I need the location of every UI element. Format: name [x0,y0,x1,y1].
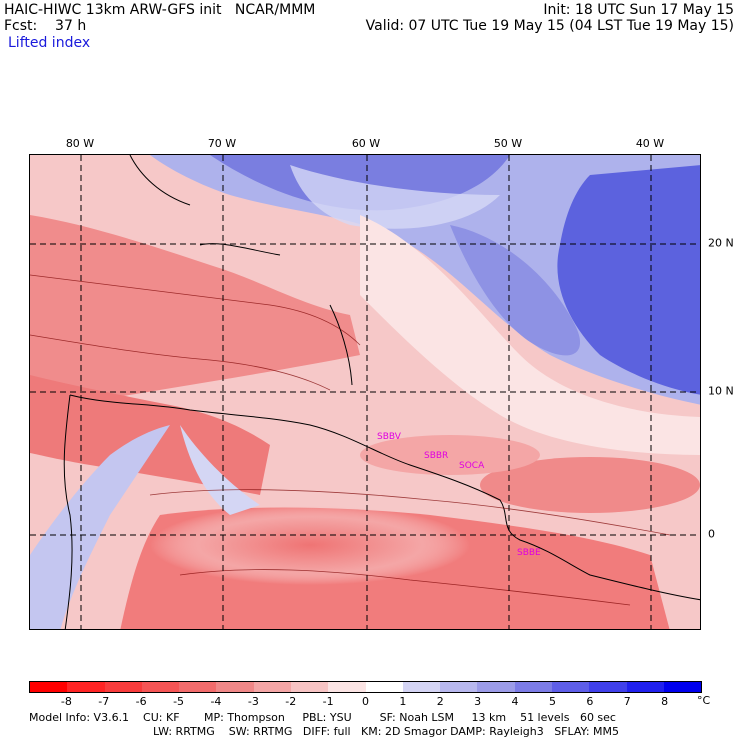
coast-cuba [129,155,191,206]
contour-line [149,489,671,536]
colorbar-tick-label: 5 [548,695,556,708]
colorbar-swatch [328,682,366,692]
colorbar-tick-label: -6 [135,695,147,708]
colorbar-tick-label: 8 [661,695,669,708]
colorbar-tick-label: 7 [623,695,631,708]
lon-label-50w: 50 W [493,137,523,150]
colorbar-swatch [30,682,68,692]
neutral-swirl [290,165,500,229]
stable-band [450,225,581,356]
colorbar-swatch [551,682,590,692]
colorbar-swatch [440,682,478,692]
station-label: SBBE [517,548,541,558]
colorbar-tick-label: -4 [210,695,222,708]
coast-hispaniola [199,243,281,256]
station-label: SBBV [377,432,401,442]
colorbar-tick-label: -8 [60,695,72,708]
forecast-hour: Fcst: 37 h [4,18,87,34]
graticule [30,155,700,629]
colorbar-swatch [290,682,329,692]
colorbar-swatch [179,682,217,692]
lon-label-40w: 40 W [635,137,665,150]
colorbar-swatch [514,682,552,692]
field-name: Lifted index [8,35,91,51]
contour-line [30,274,361,346]
colorbar-swatch [67,682,105,692]
colorbar-swatch [626,682,664,692]
station-label: SBBR [424,451,449,461]
unstable-caribbean [30,215,360,410]
map-canvas [30,155,700,629]
colorbar-tick-label: -3 [247,695,259,708]
contour-line [30,334,331,391]
contour-line [179,569,631,606]
colorbar-swatch [216,682,254,692]
valid-time: Valid: 07 UTC Tue 19 May 15 (04 LST Tue … [365,18,734,34]
lat-label-20n: 20 N [708,236,734,250]
colorbar-swatch [141,682,180,692]
colorbar-tick-label: -2 [285,695,297,708]
colorbar-tick-label: -5 [173,695,185,708]
model-info-line1: Model Info: V3.6.1 CU: KF MP: Thompson P… [29,711,616,724]
model-info-line2: LW: RRTMG SW: RRTMG DIFF: full KM: 2D Sm… [153,725,619,738]
colorbar-swatch [104,682,142,692]
unstable-core-amazon [150,505,470,585]
colorbar-tick-label: 0 [362,695,369,708]
coast-south-america [69,394,700,601]
colorbar-swatch [663,682,702,692]
lon-label-60w: 60 W [351,137,381,150]
contours [30,274,671,606]
coast-antilles [329,304,353,386]
lat-label-0: 0 [708,527,715,541]
lifted-index-map [29,154,701,630]
lat-label-10n: 10 N [708,384,734,398]
colorbar-tick-label: -7 [98,695,110,708]
colorbar-swatch [253,682,291,692]
transition-band [360,215,700,455]
map-title: HAIC-HIWC 13km ARW-GFS init NCAR/MMM [4,2,316,18]
colorbar-tick-label: 4 [511,695,519,708]
colorbar-tick-label: 1 [399,695,407,708]
unstable-atlantic-equator [480,457,700,513]
stable-pacific-wedge [30,425,170,629]
stable-core-east [557,165,700,395]
coastlines [63,155,700,629]
lon-label-80w: 80 W [65,137,95,150]
colorbar [29,681,702,693]
init-time: Init: 18 UTC Sun 17 May 15 [543,2,734,18]
colorbar-swatch [589,682,627,692]
colorbar-tick-label: 6 [586,695,594,708]
colorbar-unit: °C [697,694,711,707]
colorbar-tick-label: -1 [322,695,334,708]
colorbar-swatch [402,682,441,692]
coast-pacific [63,394,73,629]
colorbar-tick-label: 2 [436,695,444,708]
lon-label-70w: 70 W [207,137,237,150]
stable-andes-strip [180,425,260,515]
station-label: SOCA [459,461,485,471]
colorbar-swatch [477,682,515,692]
colorbar-swatch [365,682,403,692]
unstable-guiana [360,435,540,475]
colorbar-tick-label: 3 [474,695,482,708]
